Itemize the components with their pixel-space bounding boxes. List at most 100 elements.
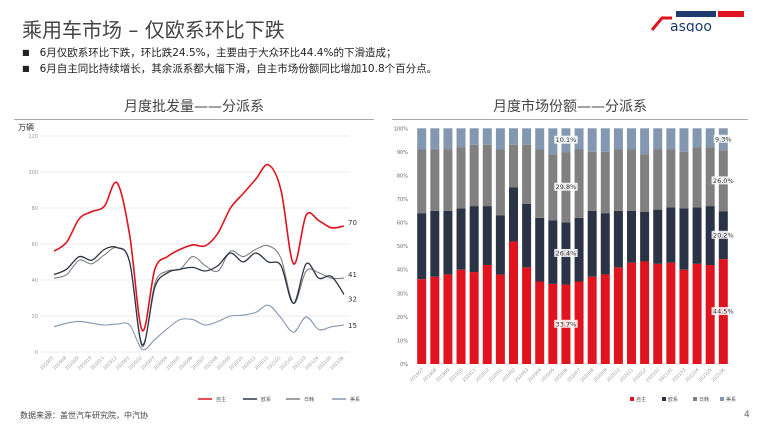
bar-segment-0 xyxy=(666,262,676,364)
y-tick-label: 70% xyxy=(397,197,408,203)
bar-segment-2 xyxy=(653,149,663,210)
bar-segment-3 xyxy=(627,128,637,150)
data-label-bg xyxy=(713,134,733,143)
bar-segment-0 xyxy=(548,283,558,364)
bar-segment-0 xyxy=(705,265,715,364)
bar-segment-3 xyxy=(535,128,545,150)
bullet-item: 6月自主同比持续增长，其余派系都大幅下滑，自主市场份额同比增加10.8个百分点。 xyxy=(22,61,438,77)
data-source: 数据来源：盖世汽车研究院，中汽协 xyxy=(20,411,148,420)
bar-segment-0 xyxy=(627,262,637,364)
bar-segment-2 xyxy=(600,151,610,214)
bar-segment-2 xyxy=(666,149,676,208)
bar-segment-1 xyxy=(456,208,466,270)
data-label: 33.7% xyxy=(556,320,577,328)
bar-segment-2 xyxy=(679,151,689,209)
data-label: 26.0% xyxy=(713,177,734,185)
bar-segment-0 xyxy=(574,281,584,364)
bar-segment-1 xyxy=(535,217,545,282)
legend-swatch xyxy=(720,397,724,401)
bar-segment-0 xyxy=(508,241,518,364)
bar-segment-3 xyxy=(443,128,453,150)
bar-segment-3 xyxy=(692,128,702,148)
bar-segment-0 xyxy=(417,279,427,364)
bar-segment-3 xyxy=(666,128,676,150)
bar-segment-1 xyxy=(587,210,597,277)
data-label: 20.2% xyxy=(713,231,734,239)
y-tick-label: 100% xyxy=(394,126,409,132)
bar-segment-3 xyxy=(495,128,505,150)
y-tick-label: 0 xyxy=(35,350,38,356)
legend-swatch xyxy=(693,397,697,401)
summary-bullets: 6月仅欧系环比下跌，环比跌24.5%，主要由于大众环比44.4%的下滑造成； 6… xyxy=(22,45,438,77)
line-series-3 xyxy=(53,304,345,351)
y-tick-label: 60 xyxy=(32,242,38,248)
bar-segment-3 xyxy=(456,128,466,148)
bar-segment-0 xyxy=(640,261,650,364)
bullet-item: 6月仅欧系环比下跌，环比跌24.5%，主要由于大众环比44.4%的下滑造成； xyxy=(22,45,437,61)
line-series-0 xyxy=(53,163,345,332)
bar-segment-1 xyxy=(508,187,518,242)
right-chart-title: 月度市场份额——分派系 xyxy=(493,99,647,115)
data-label-bg xyxy=(711,230,736,239)
divider xyxy=(14,119,374,120)
legend-swatch xyxy=(630,397,634,401)
bar-segment-1 xyxy=(692,207,702,264)
bar-segment-1 xyxy=(679,208,689,270)
y-tick-label: 30% xyxy=(397,291,408,297)
bar-segment-3 xyxy=(679,128,689,152)
bar-segment-2 xyxy=(535,149,545,218)
bar-segment-0 xyxy=(653,263,663,364)
bar-segment-1 xyxy=(627,210,637,263)
end-data-label: 41 xyxy=(348,271,357,279)
bar-segment-0 xyxy=(600,274,610,364)
bar-segment-0 xyxy=(679,269,689,364)
bar-segment-1 xyxy=(522,203,532,268)
bar-segment-1 xyxy=(613,210,623,268)
y-tick-label: 100 xyxy=(28,170,38,176)
bar-segment-1 xyxy=(495,215,505,275)
bar-segment-1 xyxy=(417,213,427,280)
y-tick-label: 50% xyxy=(397,244,408,250)
bar-segment-1 xyxy=(482,206,492,266)
bar-segment-3 xyxy=(613,128,623,150)
legend-label: 日韩 xyxy=(699,396,709,403)
gasgoo-logo: asgoo xyxy=(650,11,744,32)
data-label-bg xyxy=(711,176,736,185)
data-label: 10.1% xyxy=(556,136,577,144)
bar-segment-0 xyxy=(613,267,623,364)
bar-segment-0 xyxy=(535,281,545,364)
legend-swatch xyxy=(662,397,666,401)
page-title: 乘用车市场 – 仅欧系环比下跌 xyxy=(22,18,285,42)
y-tick-label: 10% xyxy=(397,338,408,344)
bar-segment-0 xyxy=(469,272,479,364)
legend-label: 欧系 xyxy=(668,396,678,403)
bar-segment-2 xyxy=(443,149,453,211)
y-tick-label: 20 xyxy=(32,314,38,320)
bar-segment-3 xyxy=(548,128,558,155)
y-axis-label: 万辆 xyxy=(18,122,34,132)
bar-segment-3 xyxy=(705,128,715,148)
data-label: 29.8% xyxy=(556,183,577,191)
bar-segment-2 xyxy=(508,144,518,188)
y-tick-label: 80% xyxy=(397,173,408,179)
page-number: 4 xyxy=(744,410,750,420)
end-data-label: 70 xyxy=(348,219,357,227)
bar-segment-0 xyxy=(456,269,466,364)
bar-segment-3 xyxy=(522,128,532,145)
svg-text:asgoo: asgoo xyxy=(670,19,712,32)
end-data-label: 32 xyxy=(348,295,357,303)
bar-segment-2 xyxy=(417,149,427,214)
bar-segment-1 xyxy=(443,210,453,275)
bar-segment-0 xyxy=(430,276,440,364)
bar-segment-3 xyxy=(430,128,440,150)
data-label-bg xyxy=(554,182,578,191)
bar-segment-1 xyxy=(548,220,558,284)
y-tick-label: 40% xyxy=(397,268,408,274)
bar-segment-0 xyxy=(495,274,505,364)
bar-segment-2 xyxy=(495,149,505,216)
divider xyxy=(392,119,748,120)
line-series-2 xyxy=(53,244,345,348)
y-tick-label: 80 xyxy=(32,206,38,212)
bar-segment-0 xyxy=(482,265,492,364)
bar-segment-0 xyxy=(587,276,597,364)
